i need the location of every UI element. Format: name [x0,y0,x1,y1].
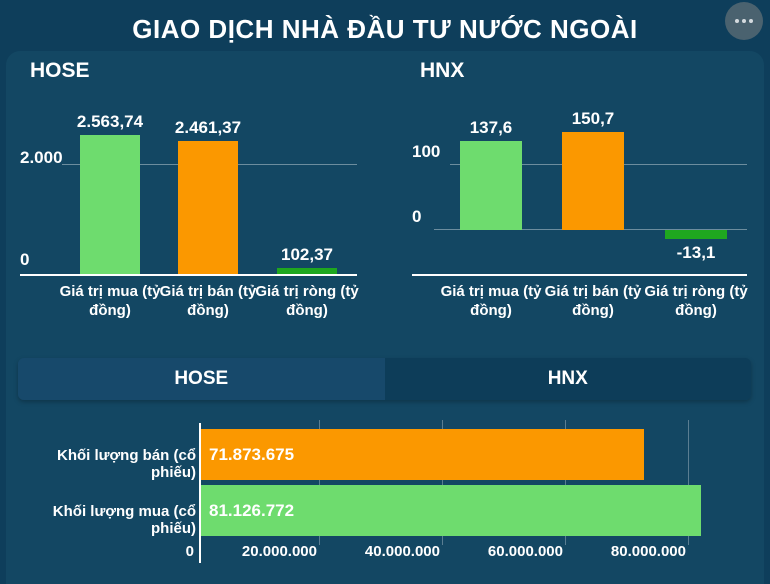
hose-chart-title: HOSE [30,59,90,82]
hose-x-axis-line [20,274,357,276]
hnx-x-axis-line [412,274,747,276]
hnx-net-bar[interactable] [665,230,727,239]
hose-category-buy: Giá trị mua (tỷ đồng) [59,283,161,319]
hose-ytick-0: 0 [20,250,30,269]
exchange-tabbar: HOSE HNX [18,358,751,400]
hose-bar-group-sell: 2.461,37 [148,95,268,274]
volume-gridline-60m [565,420,566,545]
hnx-bar-group-sell: 150,7 [533,95,653,230]
volume-xtick-60m: 60.000.000 [487,543,563,560]
hnx-category-net: Giá trị ròng (tỷ đồng) [644,283,748,319]
tab-hose[interactable]: HOSE [18,358,385,400]
volume-row-label-sell: Khối lượng bán (cổ phiếu) [56,447,196,481]
ellipsis-menu-button[interactable] [725,2,763,40]
hnx-ytick-0: 0 [412,207,422,226]
volume-y-axis-line [199,423,201,563]
hose-bar-group-net: 102,37 [247,95,367,274]
volume-xtick-40m: 40.000.000 [364,543,440,560]
hnx-chart-title: HNX [420,59,465,82]
hnx-bar-group-buy: 137,6 [431,95,551,230]
volume-sell-value: 71.873.675 [209,444,295,464]
hose-category-sell: Giá trị bán (tỷ đồng) [159,283,257,319]
hnx-buy-bar[interactable] [460,140,522,230]
hnx-net-value: -13,1 [676,242,716,262]
volume-gridline-40m [442,420,443,545]
volume-sell-bar[interactable]: 71.873.675 [201,429,645,480]
hnx-sell-bar[interactable] [562,132,624,230]
volume-buy-value: 81.126.772 [209,500,295,520]
hose-ytick-2000: 2.000 [20,148,63,167]
hnx-bar-group-net: -13,1 [636,230,756,274]
page-title: GIAO DỊCH NHÀ ĐẦU TƯ NƯỚC NGOÀI [132,14,638,44]
tab-hnx[interactable]: HNX [384,358,751,400]
volume-xtick-20m: 20.000.000 [241,543,317,560]
volume-gridline-20m [319,420,320,545]
hose-buy-value: 2.563,74 [76,112,144,131]
hose-bar-group-buy: 2.563,74 [50,95,170,274]
hnx-buy-value: 137,6 [469,117,513,137]
hnx-ytick-100: 100 [412,142,441,161]
volume-row-label-buy: Khối lượng mua (cổ phiếu) [52,503,196,537]
volume-buy-bar[interactable]: 81.126.772 [201,485,702,536]
hose-sell-bar[interactable] [178,140,238,274]
volume-xtick-80m: 80.000.000 [610,543,686,560]
hnx-category-buy: Giá trị mua (tỷ đồng) [440,283,542,319]
hnx-category-sell: Giá trị bán (tỷ đồng) [544,283,642,319]
hose-net-value: 102,37 [281,245,333,265]
ellipsis-icon [735,19,739,23]
volume-gridline-80m [688,420,689,545]
hose-buy-bar[interactable] [80,135,140,274]
hose-net-bar[interactable] [277,268,337,274]
hnx-sell-value: 150,7 [571,109,615,128]
hose-category-net: Giá trị ròng (tỷ đồng) [255,283,359,319]
volume-xtick-0: 0 [185,543,194,560]
hose-sell-value: 2.461,37 [174,117,242,137]
